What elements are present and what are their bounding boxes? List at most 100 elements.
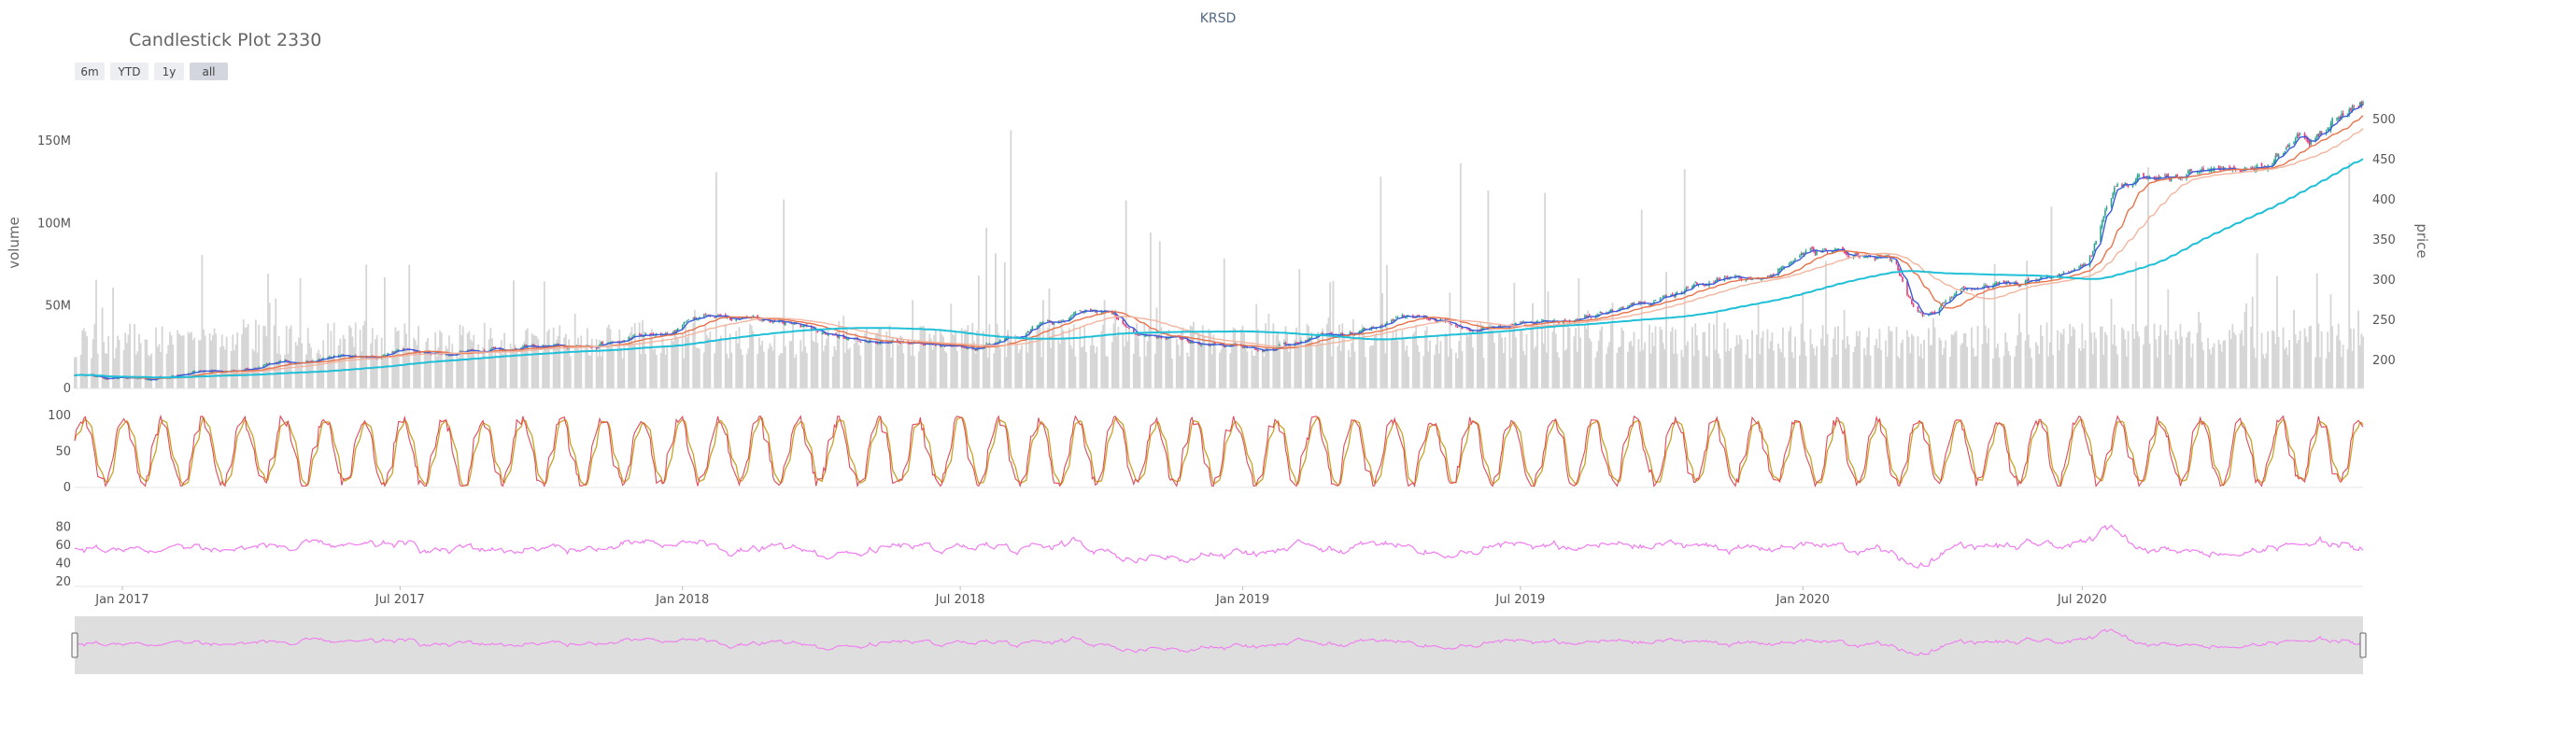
candle-body — [1816, 250, 1818, 256]
volume-bar — [1476, 322, 1479, 388]
candle-body — [514, 348, 517, 350]
candle-body — [1739, 276, 1741, 278]
volume-bar — [976, 331, 979, 388]
volume-bar — [1325, 324, 1328, 388]
volume-bar — [1644, 342, 1646, 388]
candle-body — [1039, 322, 1041, 326]
candle-body — [2135, 178, 2137, 184]
candle-body — [2222, 167, 2225, 169]
volume-bar — [1232, 327, 1235, 388]
volume-bar — [1105, 356, 1108, 388]
volume-bar — [1218, 352, 1221, 388]
candle-body — [1257, 350, 1259, 352]
volume-bar — [1676, 353, 1678, 388]
volume-bar — [405, 333, 407, 388]
volume-bar — [1585, 329, 1588, 388]
range-slider-right-handle[interactable] — [2359, 632, 2367, 658]
range-button-1y[interactable]: 1y — [154, 63, 184, 80]
volume-bar — [2136, 331, 2139, 388]
volume-bar — [606, 327, 609, 388]
y-axis-label-volume: volume — [6, 217, 22, 269]
volume-bar — [201, 254, 204, 388]
candle-body — [1998, 281, 2001, 284]
volume-bar — [1766, 329, 1769, 388]
volume-bar — [150, 353, 153, 388]
candle-body — [2360, 101, 2363, 106]
candle-body — [2190, 169, 2192, 172]
volume-bar — [2198, 312, 2201, 388]
range-selector[interactable]: 6m YTD 1y all — [75, 63, 228, 80]
volume-bar — [2255, 358, 2257, 388]
candle-body — [2241, 170, 2243, 172]
range-slider-background — [75, 616, 2363, 674]
volume-bar — [1928, 328, 1930, 388]
volume-bar — [1714, 349, 1717, 388]
volume-bar — [1299, 336, 1302, 388]
candle-body — [2315, 134, 2318, 138]
volume-bar — [2084, 340, 2087, 388]
volume-bar — [2199, 322, 2201, 388]
volume-bar — [2147, 167, 2149, 388]
candle-body — [2274, 155, 2277, 163]
volume-bar — [781, 353, 784, 388]
volume-bar — [526, 328, 529, 388]
volume-bar — [814, 342, 815, 388]
range-button-6m[interactable]: 6m — [75, 63, 105, 80]
candle-body — [2198, 171, 2200, 173]
volume-bar — [2029, 347, 2031, 388]
volume-bar — [2241, 330, 2243, 388]
volume-bar — [663, 345, 665, 388]
candle-body — [1716, 278, 1719, 282]
candle-body — [675, 330, 677, 333]
range-button-ytd[interactable]: YTD — [110, 63, 149, 80]
volume-bar — [2224, 340, 2227, 388]
volume-bar — [306, 328, 309, 388]
volume-bar — [122, 349, 125, 388]
volume-bar — [2305, 336, 2308, 388]
volume-bar — [473, 334, 475, 388]
volume-bar — [301, 343, 304, 388]
candle-body — [289, 362, 290, 364]
volume-bar — [2047, 356, 2050, 388]
volume-bar — [1558, 357, 1560, 388]
candle-body — [1630, 303, 1633, 305]
volume-bar — [899, 335, 901, 388]
volume-bar — [1880, 349, 1882, 388]
volume-bar — [812, 340, 814, 388]
volume-bar — [2298, 340, 2300, 388]
volume-bar — [1114, 309, 1117, 388]
candle-body — [1112, 313, 1115, 315]
volume-bar — [821, 333, 824, 388]
candle-body — [1665, 295, 1667, 298]
candle-body — [2115, 186, 2117, 188]
candle-body — [1542, 319, 1545, 321]
candle-body — [2245, 167, 2247, 169]
volume-bar — [618, 329, 621, 388]
candle-body — [1663, 296, 1666, 297]
candle-body — [1396, 316, 1399, 317]
volume-bar — [1976, 325, 1979, 388]
volume-bar — [2288, 340, 2291, 388]
volume-bar — [1857, 336, 1860, 388]
candle-body — [1564, 319, 1566, 321]
candle-body — [714, 317, 716, 318]
volume-bar — [1740, 339, 1743, 388]
volume-bar — [1317, 331, 1319, 388]
volume-bar — [633, 322, 636, 388]
candle-body — [279, 360, 281, 362]
volume-bar — [1974, 356, 1977, 388]
range-button-bg — [154, 63, 184, 80]
volume-bar — [1060, 323, 1063, 388]
range-button-label: 6m — [80, 65, 98, 78]
volume-bar — [587, 355, 590, 388]
candle-body — [1714, 280, 1717, 282]
range-button-label: all — [202, 65, 215, 78]
volume-bar — [1368, 345, 1371, 388]
volume-bar — [1762, 331, 1764, 388]
range-button-all[interactable]: all — [190, 63, 228, 80]
candle-body — [2272, 163, 2273, 166]
volume-bar — [564, 333, 567, 388]
candle-body — [1117, 317, 1120, 320]
range-slider[interactable] — [71, 616, 2367, 674]
range-slider-left-handle[interactable] — [71, 632, 78, 658]
